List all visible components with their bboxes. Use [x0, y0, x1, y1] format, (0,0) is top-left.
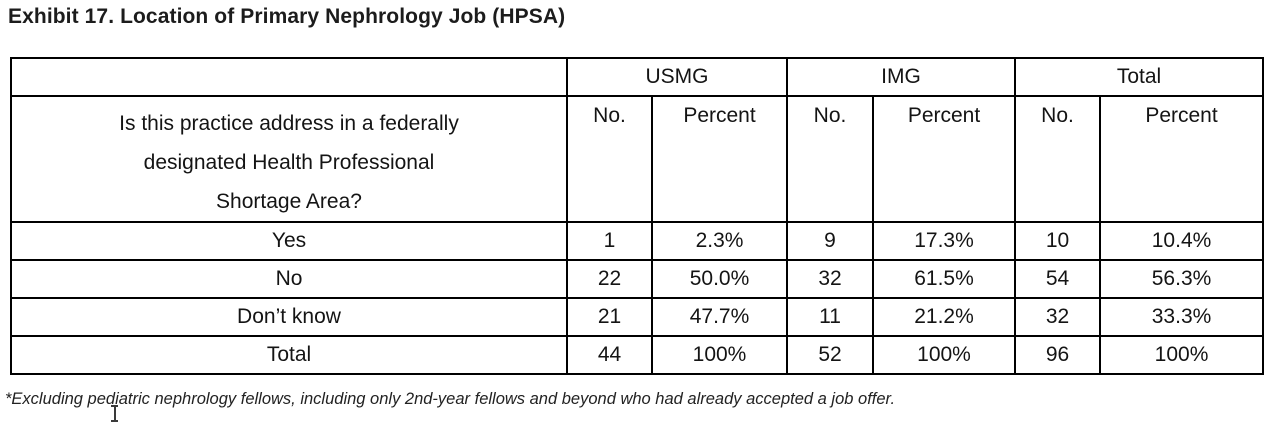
subheader-total-percent: Percent — [1099, 95, 1265, 223]
subheader-total-no: No. — [1014, 95, 1102, 223]
question-line-3: Shortage Area? — [216, 190, 362, 213]
subheader-img-percent: Percent — [871, 95, 1017, 223]
table-group-header-row: USMG IMG Total — [10, 57, 1265, 97]
i-beam-cursor-icon — [110, 405, 119, 422]
cell-img-percent: 100% — [871, 335, 1017, 375]
cell-img-no: 32 — [786, 259, 874, 299]
row-label: Total — [10, 335, 568, 375]
cell-usmg-percent: 100% — [651, 335, 788, 375]
cell-usmg-percent: 50.0% — [651, 259, 788, 299]
cell-usmg-no: 44 — [566, 335, 653, 375]
subheader-img-no: No. — [786, 95, 874, 223]
cell-total-percent: 10.4% — [1099, 221, 1265, 261]
table-row-yes: Yes 1 2.3% 9 17.3% 10 10.4% — [10, 221, 1265, 261]
exhibit-title: Exhibit 17. Location of Primary Nephrolo… — [8, 5, 566, 28]
subheader-usmg-percent: Percent — [651, 95, 788, 223]
row-label: No — [10, 259, 568, 299]
group-header-usmg: USMG — [566, 57, 788, 97]
cell-img-percent: 21.2% — [871, 297, 1017, 337]
row-label: Don’t know — [10, 297, 568, 337]
table-row-dont-know: Don’t know 21 47.7% 11 21.2% 32 33.3% — [10, 297, 1265, 337]
subheader-usmg-no: No. — [566, 95, 653, 223]
cell-total-no: 54 — [1014, 259, 1102, 299]
cell-total-no: 10 — [1014, 221, 1102, 261]
cell-usmg-percent: 47.7% — [651, 297, 788, 337]
cell-usmg-no: 22 — [566, 259, 653, 299]
cell-img-no: 11 — [786, 297, 874, 337]
footnote-text: *Excluding pediatric nephrology fellows,… — [5, 390, 896, 408]
question-line-2: designated Health Professional — [143, 151, 435, 174]
cell-total-no: 32 — [1014, 297, 1102, 337]
cell-total-no: 96 — [1014, 335, 1102, 375]
cell-total-percent: 56.3% — [1099, 259, 1265, 299]
question-line-1: Is this practice address in a federally — [119, 112, 459, 135]
cell-img-percent: 17.3% — [871, 221, 1017, 261]
question-cell: Is this practice address in a federally … — [10, 95, 568, 223]
cell-total-percent: 33.3% — [1099, 297, 1265, 337]
table-row-no: No 22 50.0% 32 61.5% 54 56.3% — [10, 259, 1265, 299]
cell-usmg-no: 21 — [566, 297, 653, 337]
cell-usmg-percent: 2.3% — [651, 221, 788, 261]
row-label: Yes — [10, 221, 568, 261]
group-header-img: IMG — [785, 57, 1017, 97]
cell-total-percent: 100% — [1099, 335, 1265, 375]
group-header-total: Total — [1014, 57, 1265, 97]
corner-empty-cell — [10, 57, 568, 97]
cell-img-no: 9 — [786, 221, 874, 261]
hpsa-data-table: USMG IMG Total Is this practice address … — [10, 57, 1265, 375]
table-subheader-row: Is this practice address in a federally … — [10, 95, 1265, 223]
cell-img-no: 52 — [786, 335, 874, 375]
cell-img-percent: 61.5% — [871, 259, 1017, 299]
table-row-total: Total 44 100% 52 100% 96 100% — [10, 335, 1265, 375]
cell-usmg-no: 1 — [566, 221, 653, 261]
